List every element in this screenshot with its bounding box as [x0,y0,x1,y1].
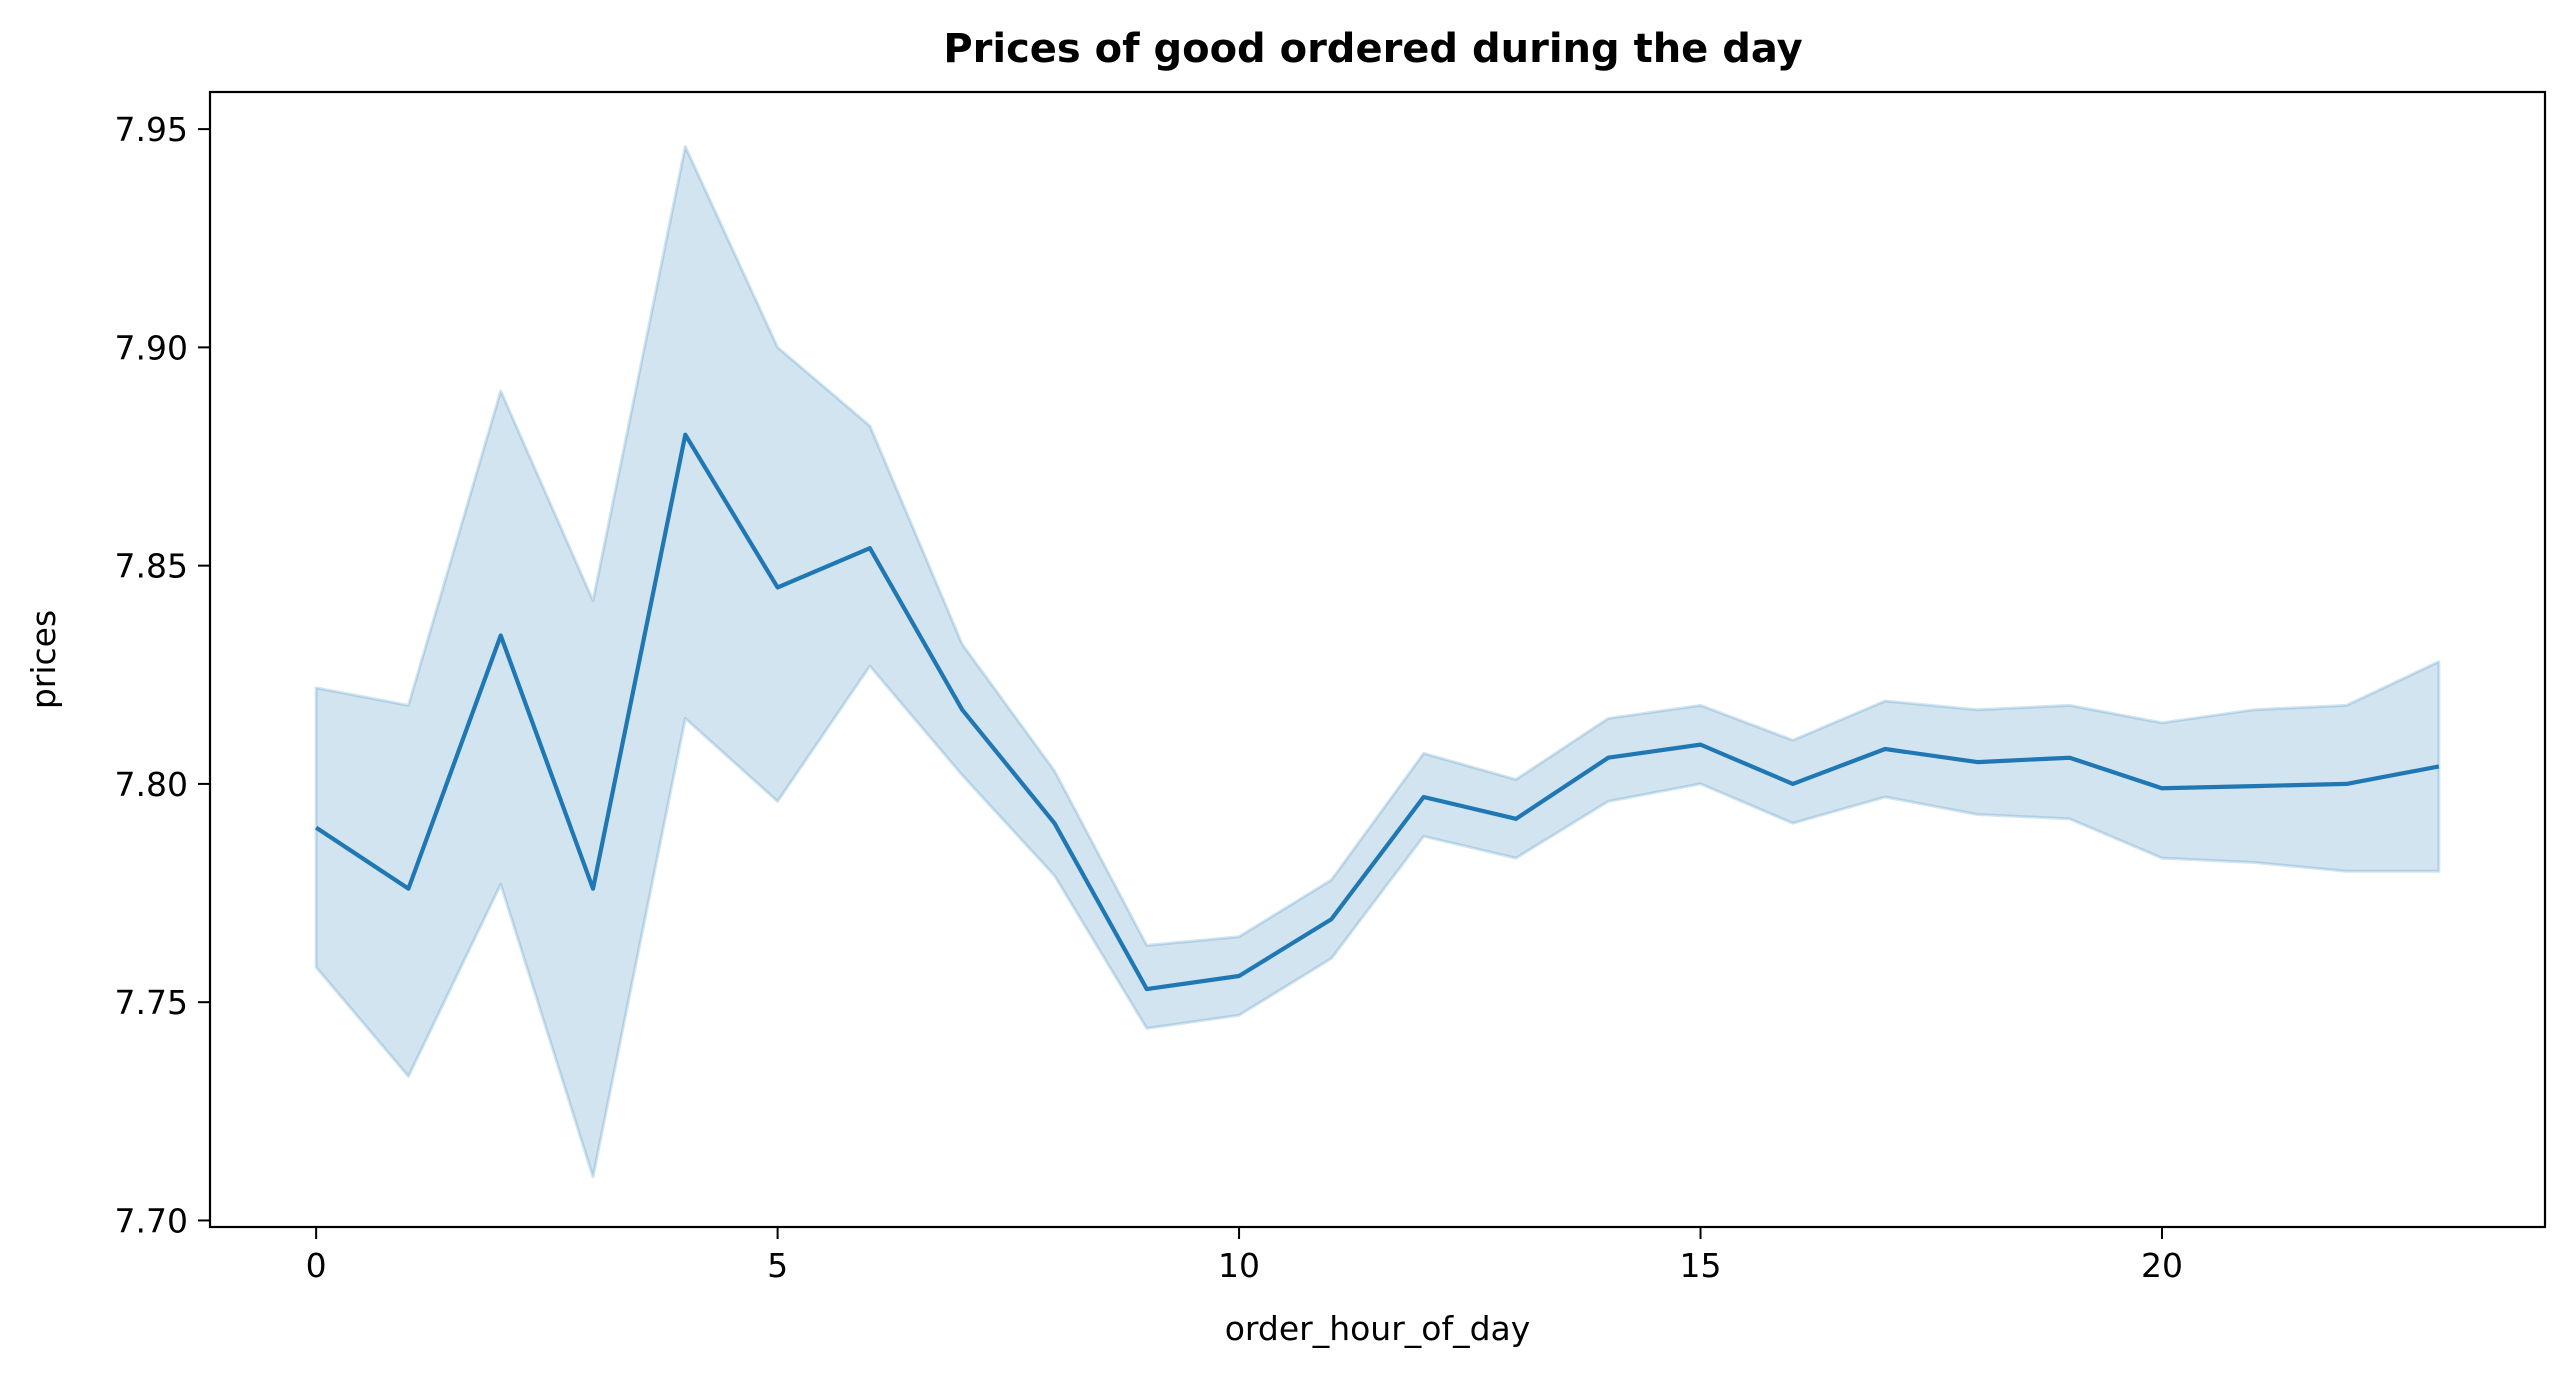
data-point [1145,987,1149,991]
y-tick-label: 7.95 [115,110,188,149]
data-point [1422,795,1426,799]
data-point [2068,756,2072,760]
data-point [1791,782,1795,786]
data-point [1883,747,1887,751]
y-tick-label: 7.70 [115,1201,188,1240]
data-point [776,585,780,589]
data-point [2345,782,2349,786]
data-point [499,633,503,637]
y-tick-label: 7.75 [115,983,188,1022]
x-axis-label: order_hour_of_day [1225,1309,1531,1348]
data-point [683,433,687,437]
data-point [314,826,318,830]
x-axis-ticks: 0 5 10 15 20 [306,1227,2183,1285]
y-tick-label: 7.90 [115,328,188,367]
data-point [868,546,872,550]
plot-area [314,145,2441,1179]
x-tick-label: 0 [306,1246,327,1285]
data-point [1975,760,1979,764]
data-point [1606,756,1610,760]
data-point [1329,917,1333,921]
y-axis-label: prices [24,610,63,709]
data-point [406,887,410,891]
data-point [2252,784,2256,788]
data-point [1052,821,1056,825]
series-line [314,432,2440,992]
chart-title: Prices of good ordered during the day [943,26,1802,72]
data-point [2437,764,2441,768]
axes-frame [208,90,2547,1229]
y-axis-ticks: 7.70 7.75 7.80 7.85 7.90 7.95 [115,110,210,1240]
x-tick-label: 10 [1218,1246,1260,1285]
x-tick-label: 5 [767,1246,788,1285]
data-point [591,887,595,891]
data-point [2160,786,2164,790]
data-point [1514,817,1518,821]
confidence-band [314,145,2441,1179]
data-point [1237,974,1241,978]
y-tick-label: 7.80 [115,765,188,804]
x-tick-label: 15 [1680,1246,1722,1285]
data-point [1699,743,1703,747]
y-tick-label: 7.85 [115,547,188,586]
x-tick-label: 20 [2141,1246,2183,1285]
data-point [960,708,964,712]
